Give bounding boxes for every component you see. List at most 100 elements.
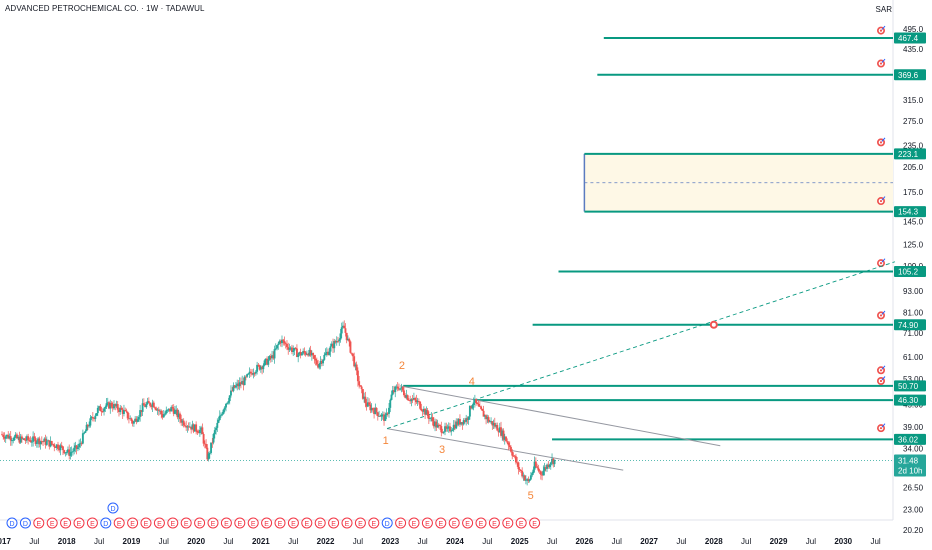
candle-body bbox=[300, 353, 303, 356]
candle-body bbox=[44, 438, 47, 445]
candle-body bbox=[18, 436, 21, 443]
target-icon-arrow bbox=[881, 310, 886, 315]
candle-body bbox=[134, 418, 137, 422]
candle-body bbox=[355, 364, 358, 371]
wave-label: 3 bbox=[439, 444, 445, 456]
event-letter: E bbox=[412, 521, 417, 528]
candle-body bbox=[59, 445, 62, 451]
target-price-label: 223.1 bbox=[898, 150, 919, 159]
event-letter: E bbox=[251, 521, 256, 528]
event-circle bbox=[6, 517, 18, 529]
candle-body bbox=[232, 385, 235, 391]
candle-body bbox=[365, 403, 368, 407]
candle-body bbox=[279, 341, 282, 344]
candle-body bbox=[69, 452, 72, 456]
candle-body bbox=[253, 373, 256, 374]
candle-body bbox=[498, 427, 501, 433]
candle-body bbox=[52, 444, 54, 445]
candle-body bbox=[193, 424, 196, 432]
event-letter: E bbox=[224, 521, 229, 528]
earnings-marker: E bbox=[33, 517, 45, 529]
candle-body bbox=[254, 371, 257, 374]
y-tick-label: 23.00 bbox=[903, 506, 924, 515]
candle-body bbox=[63, 450, 66, 454]
candle-body bbox=[115, 404, 118, 407]
candle-body bbox=[81, 433, 84, 444]
candle-body bbox=[29, 440, 32, 443]
candle-body bbox=[33, 436, 36, 439]
target-icon-arrow bbox=[881, 423, 886, 428]
candle-body bbox=[273, 349, 276, 359]
y-tick-label: 34.00 bbox=[903, 444, 924, 453]
candle-body bbox=[40, 441, 43, 442]
candle-body bbox=[414, 398, 417, 401]
event-letter: D bbox=[9, 521, 14, 528]
candle-body bbox=[297, 354, 300, 358]
candle-body bbox=[64, 452, 67, 454]
channel-lower-line bbox=[386, 428, 624, 471]
candle-body bbox=[111, 406, 114, 409]
candle-body bbox=[471, 405, 474, 409]
candle-body bbox=[169, 408, 171, 412]
candle-body bbox=[197, 432, 200, 434]
event-circle bbox=[328, 517, 340, 529]
target-icon-center bbox=[879, 262, 883, 265]
candle-body bbox=[139, 410, 142, 417]
candle-body bbox=[9, 436, 12, 441]
candle-body bbox=[27, 436, 30, 440]
candle-body bbox=[47, 440, 49, 442]
candle-body bbox=[289, 347, 292, 349]
candle-body bbox=[235, 385, 237, 388]
candle-body bbox=[108, 402, 110, 409]
candle-body bbox=[160, 410, 163, 415]
candle-body bbox=[130, 418, 133, 421]
dividend-marker: D bbox=[381, 517, 393, 529]
candle-body bbox=[156, 409, 159, 411]
event-circle bbox=[73, 517, 85, 529]
x-tick-label: 2022 bbox=[317, 537, 335, 546]
last-price-tag-bg bbox=[894, 454, 926, 477]
candle-body bbox=[503, 436, 506, 440]
candle-body bbox=[500, 427, 502, 436]
candle-body bbox=[524, 480, 527, 481]
candle-body bbox=[461, 422, 464, 425]
target-icon-center bbox=[879, 141, 883, 144]
target-icon bbox=[877, 423, 886, 433]
candle-body bbox=[141, 403, 144, 412]
candle-body bbox=[373, 410, 376, 415]
target-icon-center bbox=[879, 369, 883, 372]
candle-body bbox=[333, 341, 336, 349]
target-icon bbox=[877, 310, 886, 320]
candle-body bbox=[200, 427, 203, 430]
candle-body bbox=[539, 471, 542, 475]
candle-body bbox=[547, 464, 550, 467]
event-letter: E bbox=[144, 521, 149, 528]
candle-body bbox=[123, 409, 125, 414]
candle-body bbox=[485, 415, 488, 420]
event-letter: E bbox=[36, 521, 41, 528]
projection-line bbox=[386, 261, 896, 430]
candle-body bbox=[440, 426, 443, 433]
event-circle bbox=[220, 517, 232, 529]
candle-body bbox=[62, 446, 64, 451]
earnings-marker: E bbox=[180, 517, 192, 529]
target-price-tag-bg bbox=[894, 394, 926, 406]
candle-body bbox=[389, 399, 392, 408]
candle-body bbox=[528, 479, 531, 482]
candle-body bbox=[302, 351, 305, 354]
candle-body bbox=[526, 479, 529, 481]
candle-body bbox=[340, 327, 343, 334]
candle-body bbox=[531, 473, 534, 476]
candle-body bbox=[415, 400, 418, 403]
candle-body bbox=[110, 403, 113, 407]
candle-body bbox=[310, 353, 313, 356]
candle-body bbox=[146, 401, 149, 405]
candle-body bbox=[512, 455, 515, 457]
candle-body bbox=[126, 411, 129, 419]
event-letter: E bbox=[264, 521, 269, 528]
earnings-marker: E bbox=[220, 517, 232, 529]
candle-body bbox=[225, 403, 227, 408]
